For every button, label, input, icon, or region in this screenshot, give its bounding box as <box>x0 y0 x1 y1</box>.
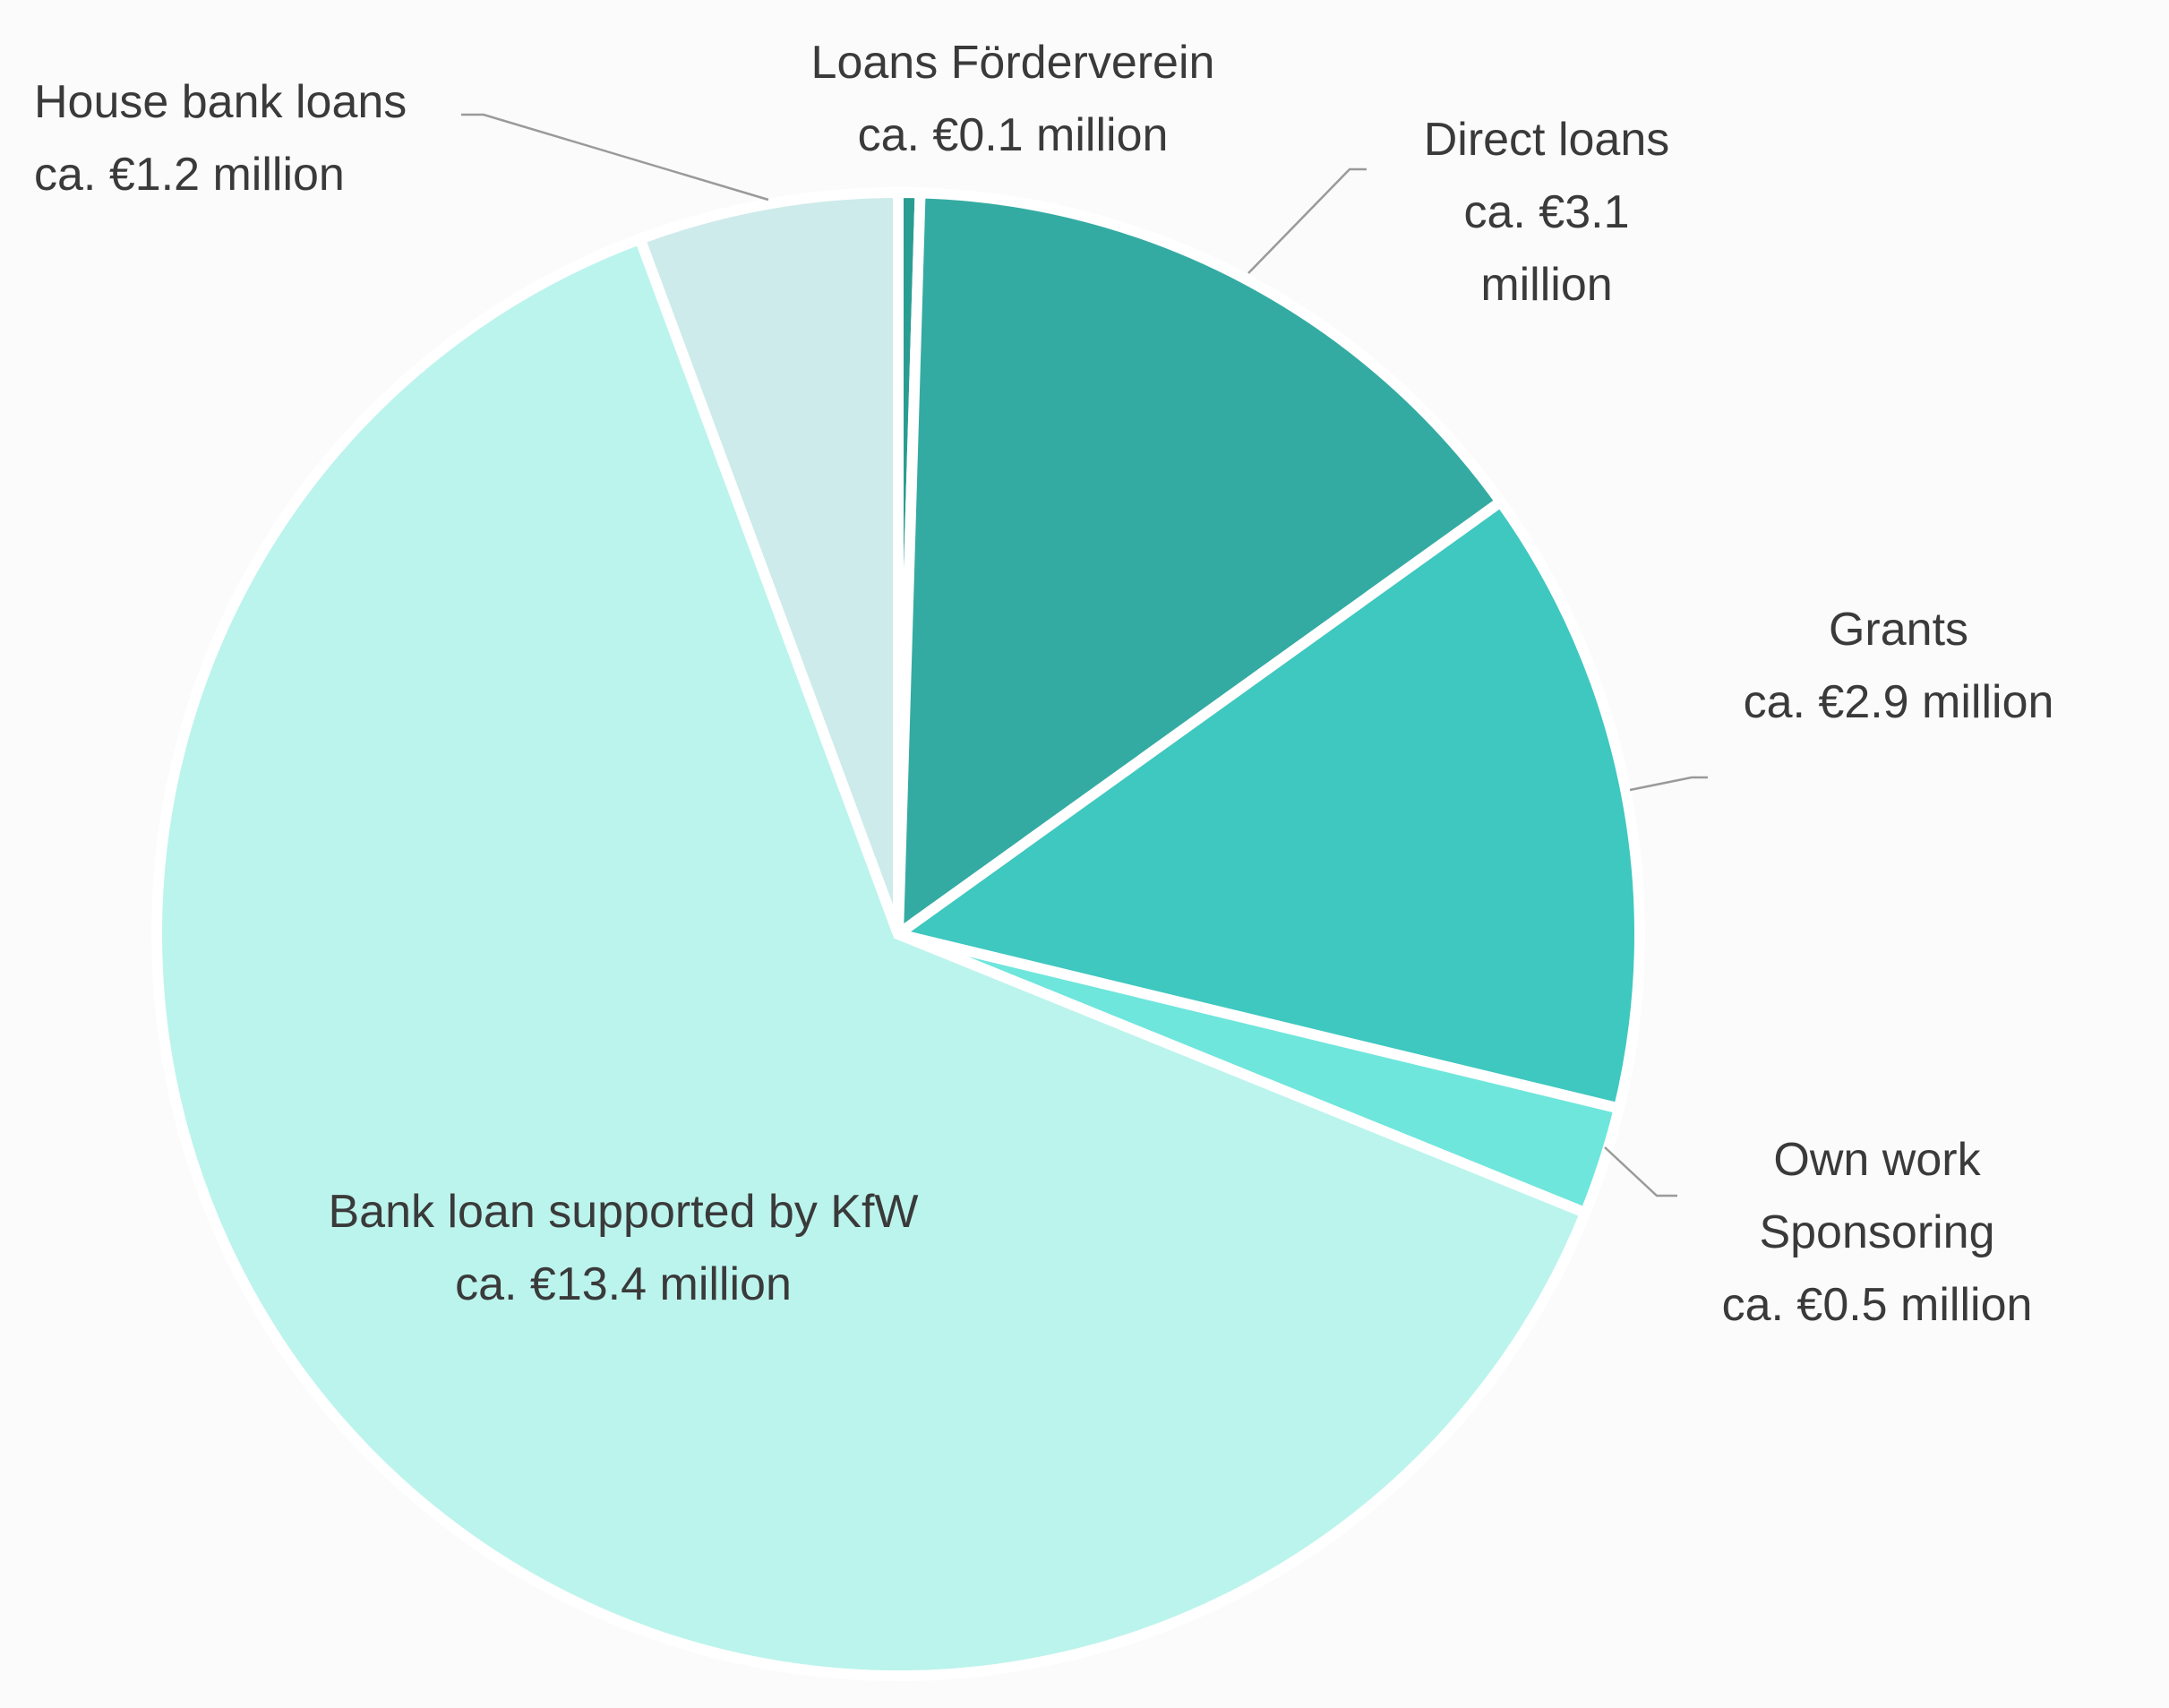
leader-lines-layer <box>461 113 1708 1197</box>
data-label-line: ca. €1.2 million <box>34 149 345 201</box>
data-label-own-work-sponsoring: Own work Sponsoring ca. €0.5 million <box>1722 1134 2033 1331</box>
leader-line-house-bank-loans <box>461 113 769 202</box>
data-label-line: ca. €0.1 million <box>858 109 1169 161</box>
data-label-line: Grants <box>1829 604 1968 656</box>
pie-slice-bank-loan-kfw <box>151 232 1593 1681</box>
pie-slice-grants <box>885 494 1645 1115</box>
data-label-grants: Grants ca. €2.9 million <box>1744 604 2054 728</box>
data-label-line: ca. €2.9 million <box>1744 676 2054 728</box>
data-label-line: Own work <box>1773 1134 1981 1186</box>
data-label-house-bank-loans: House bank loans ca. €1.2 million <box>34 76 407 201</box>
data-label-line: ca. €0.5 million <box>1722 1279 2033 1331</box>
pie-slice-house-bank-loans <box>632 186 904 937</box>
labels-layer: Loans Förderverein ca. €0.1 million Direct… <box>34 37 2053 1331</box>
data-label-line: Loans Förderverein <box>811 37 1215 89</box>
leader-line-grants <box>1629 776 1708 792</box>
data-label-line: Bank loan supported by KfW <box>328 1186 918 1238</box>
data-label-line: ca. €13.4 million <box>455 1258 792 1310</box>
leader-line-own-work-sponsoring <box>1604 1146 1677 1197</box>
data-label-line: million <box>1480 259 1612 311</box>
data-label-line: House bank loans <box>34 76 407 128</box>
data-label-line: ca. €3.1 <box>1463 186 1629 238</box>
data-label-line: Sponsoring <box>1759 1206 1994 1258</box>
leader-line-direct-loans <box>1247 167 1367 274</box>
data-label-bank-loan-kfw: Bank loan supported by KfW ca. €13.4 mill… <box>328 1186 918 1310</box>
pie-slice-direct-loans <box>892 187 1509 945</box>
data-label-direct-loans: Direct loans ca. €3.1 million <box>1424 114 1670 311</box>
data-label-line: Direct loans <box>1424 114 1670 166</box>
slices-layer <box>151 186 1645 1681</box>
data-label-loans-foerderverein: Loans Förderverein ca. €0.1 million <box>811 37 1215 161</box>
